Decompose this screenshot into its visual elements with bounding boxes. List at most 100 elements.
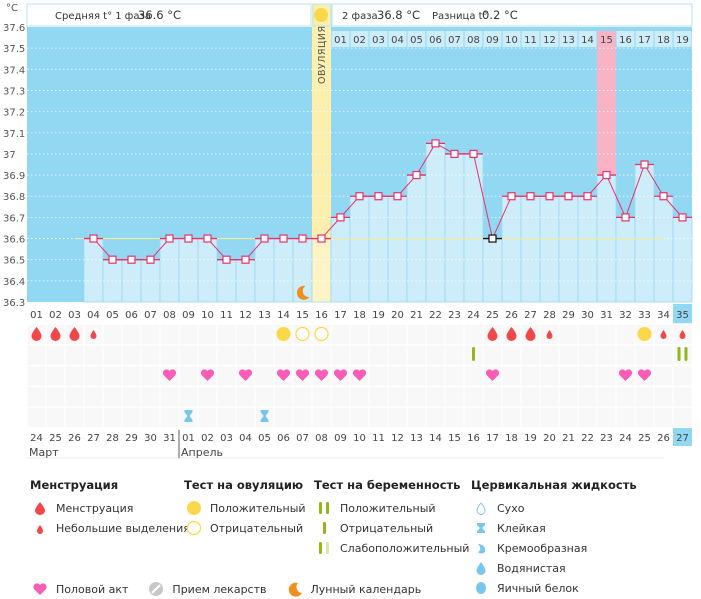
phase2-day-label: 12 bbox=[543, 35, 556, 46]
cervical-sticky-icon bbox=[471, 521, 491, 535]
temperature-bar bbox=[558, 195, 579, 303]
phase2-day-label: 04 bbox=[391, 35, 404, 46]
calendar-date-label: 07 bbox=[296, 433, 309, 444]
temperature-point bbox=[336, 213, 345, 222]
temperature-point bbox=[317, 234, 326, 243]
cycle-day-label: 31 bbox=[600, 310, 613, 321]
temperature-point bbox=[146, 255, 155, 264]
heart-icon bbox=[238, 369, 253, 381]
phase2-day-cell bbox=[635, 31, 654, 47]
temperature-point bbox=[222, 255, 231, 264]
phase2-day-label: 15 bbox=[600, 35, 613, 46]
phase2-day-cell bbox=[521, 31, 540, 47]
cycle-day-label: 13 bbox=[258, 310, 271, 321]
phase2-day-label: 05 bbox=[410, 35, 423, 46]
temperature-bar bbox=[520, 195, 541, 303]
cycle-day-label: 14 bbox=[277, 310, 290, 321]
y-tick-label: 36.3 bbox=[3, 298, 25, 309]
phase2-day-cell bbox=[654, 31, 673, 47]
calendar-date-label: 22 bbox=[581, 433, 594, 444]
temperature-bar bbox=[463, 153, 484, 303]
phase2-day-label: 06 bbox=[429, 35, 442, 46]
menstruation-drop-icon bbox=[69, 327, 80, 342]
temperature-bar bbox=[349, 195, 370, 303]
cervical-eggwhite-icon bbox=[471, 581, 491, 595]
legend-title: Менструация bbox=[30, 478, 119, 492]
legend-item: Яичный белок bbox=[497, 581, 579, 595]
menstruation-drop-icon bbox=[487, 327, 498, 342]
temperature-point bbox=[583, 192, 592, 201]
cycle-day-label: 08 bbox=[163, 310, 176, 321]
pregnancy-negative-icon bbox=[314, 521, 334, 535]
cycle-day-label: 09 bbox=[182, 310, 195, 321]
legend-title: Цервикальная жидкость bbox=[471, 478, 637, 492]
temperature-point bbox=[298, 234, 307, 243]
phase2-day-label: 09 bbox=[486, 35, 499, 46]
temperature-point bbox=[279, 234, 288, 243]
cycle-day-label: 35 bbox=[676, 310, 689, 321]
temperature-point bbox=[507, 192, 516, 201]
legend-item: Менструация bbox=[56, 501, 134, 515]
phase2-day-label: 19 bbox=[676, 35, 689, 46]
phase2-day-cell bbox=[426, 31, 445, 47]
legend-item: Прием лекарств bbox=[172, 582, 267, 596]
calendar-date-label: 26 bbox=[68, 433, 81, 444]
temperature-point bbox=[203, 234, 212, 243]
heart-icon bbox=[333, 369, 348, 381]
heart-icon bbox=[30, 582, 50, 596]
phase2-day-cell bbox=[407, 31, 426, 47]
calendar-date-label: 08 bbox=[315, 433, 328, 444]
temperature-bar bbox=[273, 238, 294, 303]
temperature-bar bbox=[425, 142, 446, 303]
cycle-day-label: 16 bbox=[315, 310, 328, 321]
cycle-day-label: 24 bbox=[467, 310, 480, 321]
calendar-date-label: 26 bbox=[657, 433, 670, 444]
calendar-date-label: 13 bbox=[410, 433, 423, 444]
calendar-date-label: 04 bbox=[239, 433, 252, 444]
y-tick-label: 37 bbox=[3, 150, 16, 161]
diff-value: 0.2 °C bbox=[482, 8, 518, 22]
temperature-bar bbox=[634, 164, 655, 303]
cycle-day-label: 29 bbox=[562, 310, 575, 321]
phase2-day-label: 17 bbox=[638, 35, 651, 46]
ovulation-band bbox=[312, 4, 331, 302]
phase2-label: 2 фаза bbox=[342, 11, 378, 22]
legend-item: Отрицательный bbox=[340, 521, 434, 535]
y-tick-label: 37.2 bbox=[3, 108, 25, 119]
phase2-value: 36.8 °C bbox=[377, 8, 420, 22]
month-label: Апрель bbox=[181, 446, 223, 459]
spotting-drop-icon bbox=[90, 330, 97, 339]
cervical-watery-icon bbox=[471, 561, 491, 575]
cycle-day-label: 12 bbox=[239, 310, 252, 321]
heart-icon bbox=[485, 369, 500, 381]
cycle-day-label: 22 bbox=[429, 310, 442, 321]
pregnancy-weak-icon bbox=[314, 541, 334, 555]
phase2-day-label: 08 bbox=[467, 35, 480, 46]
temperature-point bbox=[545, 192, 554, 201]
highlight-band bbox=[597, 47, 616, 176]
temperature-point bbox=[602, 170, 611, 180]
cycle-day-label: 27 bbox=[524, 310, 537, 321]
temperature-point bbox=[526, 192, 535, 201]
calendar-date-label: 05 bbox=[258, 433, 271, 444]
ovulation-negative-icon bbox=[295, 326, 310, 342]
y-tick-label: 36.8 bbox=[3, 192, 25, 203]
temperature-bar bbox=[387, 195, 408, 303]
temperature-point bbox=[640, 160, 649, 169]
phase1-label: Средняя t° 1 фаза bbox=[55, 11, 151, 22]
temperature-point bbox=[659, 192, 668, 201]
cycle-day-label: 15 bbox=[296, 310, 309, 321]
y-tick-label: 37.6 bbox=[3, 23, 25, 34]
cycle-day-label: 05 bbox=[106, 310, 119, 321]
temperature-point bbox=[678, 213, 687, 222]
legend-item: Водянистая bbox=[497, 561, 566, 575]
ovulation-sun-icon bbox=[314, 8, 328, 22]
pregnancy-negative-icon bbox=[472, 347, 475, 361]
legend-ovulation-test: Тест на овуляцию Положительный Отрицател… bbox=[184, 478, 306, 538]
phase2-day-cell bbox=[388, 31, 407, 47]
menstruation-drop-icon bbox=[525, 327, 536, 342]
cycle-day-label: 19 bbox=[372, 310, 385, 321]
moon-icon bbox=[296, 285, 310, 300]
y-tick-label: 36.6 bbox=[3, 235, 25, 246]
temperature-bar bbox=[311, 238, 332, 303]
